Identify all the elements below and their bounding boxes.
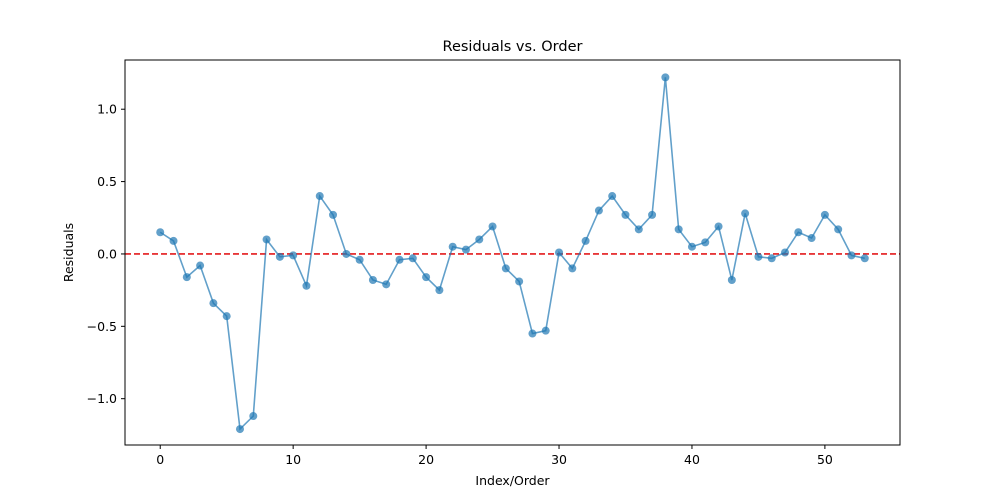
data-point: [741, 209, 750, 218]
data-point: [781, 248, 790, 257]
series-residuals: [156, 73, 869, 434]
data-point: [834, 225, 843, 234]
data-point: [182, 273, 191, 282]
data-point: [329, 210, 338, 219]
data-point: [634, 225, 643, 234]
x-tick-label: 50: [817, 452, 833, 467]
data-point: [807, 234, 816, 243]
y-tick-label: 1.0: [97, 102, 117, 117]
data-point: [767, 254, 776, 263]
data-point: [621, 210, 630, 219]
data-point: [249, 412, 258, 421]
data-point: [568, 264, 577, 273]
data-point: [475, 235, 484, 244]
data-point: [594, 206, 603, 215]
data-point: [302, 281, 311, 290]
x-tick-label: 20: [418, 452, 434, 467]
data-point: [674, 225, 683, 234]
data-point: [289, 251, 298, 260]
data-point: [355, 255, 364, 264]
data-point: [156, 228, 165, 237]
y-tick-label: 0.0: [97, 246, 117, 261]
data-point: [275, 252, 284, 261]
data-point: [541, 326, 550, 335]
data-point: [382, 280, 391, 289]
y-tick-label: −1.0: [87, 391, 117, 406]
data-point: [754, 252, 763, 261]
x-tick-label: 10: [285, 452, 301, 467]
data-point: [820, 210, 829, 219]
y-tick-label: 0.5: [97, 174, 117, 189]
data-point: [435, 286, 444, 295]
data-point: [461, 245, 470, 254]
data-point: [315, 192, 324, 201]
data-point: [368, 276, 377, 284]
data-point: [448, 242, 457, 251]
data-point: [727, 276, 736, 284]
data-point: [169, 236, 178, 245]
data-point: [555, 248, 564, 257]
data-point: [422, 273, 431, 282]
data-point: [648, 210, 657, 219]
data-point: [235, 425, 244, 434]
data-point: [488, 222, 497, 231]
data-point: [701, 238, 710, 247]
plot-frame: [124, 59, 901, 446]
data-point: [408, 254, 417, 263]
data-point: [661, 73, 670, 82]
data-point: [581, 236, 590, 245]
y-axis: −1.0 −0.5 0.0 0.5 1.0: [87, 102, 125, 406]
data-point: [847, 251, 856, 260]
data-point: [860, 254, 869, 263]
y-axis-label: Residuals: [61, 223, 76, 282]
data-point: [342, 249, 351, 258]
data-point: [196, 261, 205, 270]
x-axis: 0 10 20 30 40 50: [156, 445, 833, 467]
data-point: [528, 329, 537, 338]
chart-title: Residuals vs. Order: [443, 39, 583, 55]
data-point: [515, 277, 524, 286]
data-point: [222, 312, 231, 321]
x-tick-label: 30: [551, 452, 567, 467]
x-axis-label: Index/Order: [475, 473, 550, 488]
data-point: [395, 255, 404, 264]
y-tick-label: −0.5: [87, 319, 117, 334]
data-point: [209, 299, 218, 308]
x-tick-label: 0: [156, 452, 164, 467]
x-tick-label: 40: [684, 452, 700, 467]
data-point: [794, 228, 803, 237]
data-point: [262, 235, 271, 244]
data-point: [608, 192, 617, 201]
data-point: [501, 264, 510, 273]
data-point: [714, 222, 723, 231]
data-point: [687, 242, 696, 251]
